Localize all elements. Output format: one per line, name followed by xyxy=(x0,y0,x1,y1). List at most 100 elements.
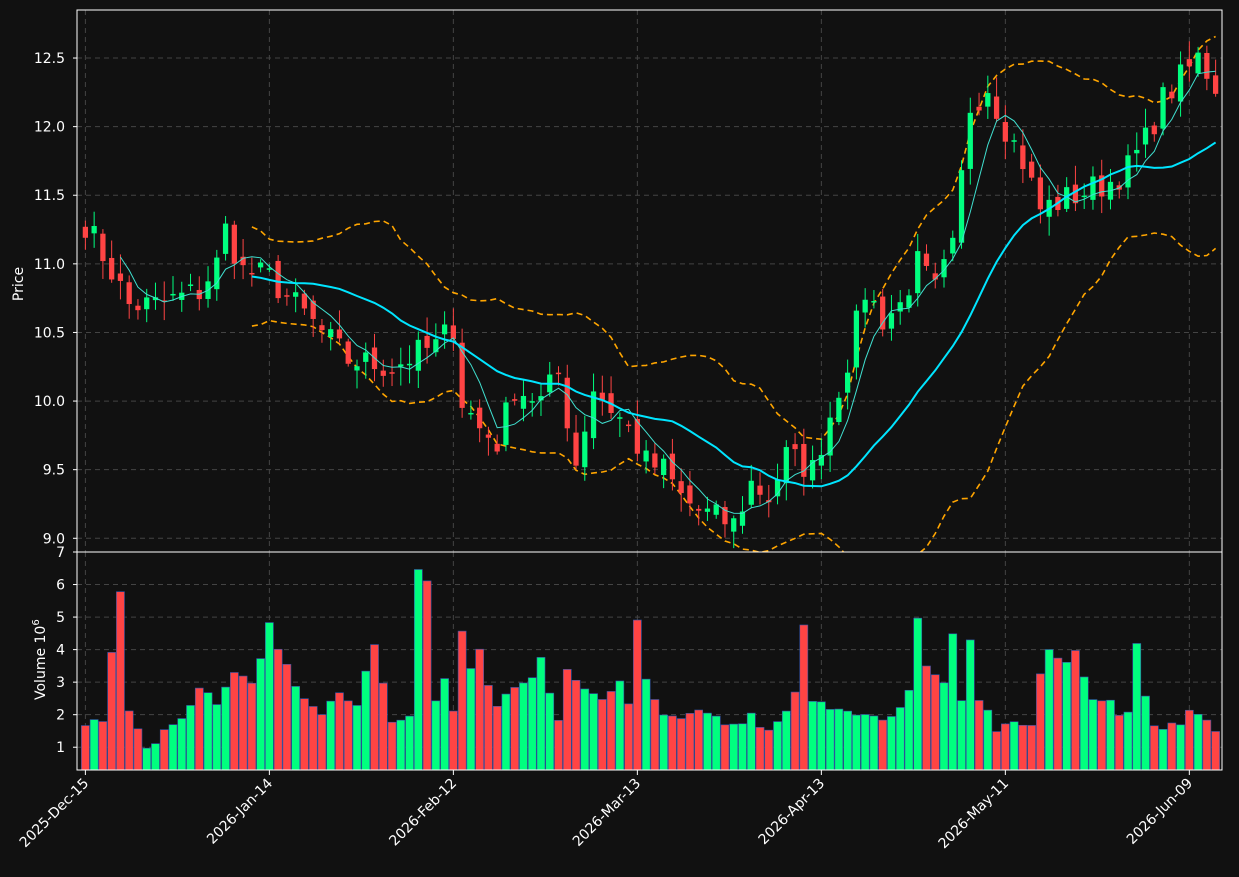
volume-bar xyxy=(1053,657,1063,771)
volume-bar xyxy=(1185,709,1194,771)
candle-body xyxy=(161,300,167,302)
volume-bar xyxy=(536,657,546,771)
volume-bar xyxy=(466,668,476,771)
volume-bar xyxy=(1193,714,1203,771)
candle-body xyxy=(214,257,220,290)
candle-body xyxy=(678,481,684,494)
volume-bar xyxy=(116,591,125,771)
volume-bar xyxy=(834,708,844,771)
candle-body xyxy=(617,417,623,419)
candle-body xyxy=(827,417,833,456)
volume-bar xyxy=(615,680,625,771)
volume-bar xyxy=(168,724,178,771)
volume-bar xyxy=(1036,673,1045,771)
volume-bar xyxy=(405,715,414,771)
ma-slow-line xyxy=(251,141,1217,488)
volume-axis-exponent: 6 xyxy=(31,619,42,625)
candle-body xyxy=(1028,161,1035,178)
volume-bar xyxy=(948,633,958,771)
candle-body xyxy=(1169,91,1175,99)
price-tick-label: 10.0 xyxy=(34,394,65,410)
volume-bar xyxy=(580,688,590,771)
candle-body xyxy=(477,407,483,429)
volume-bar xyxy=(597,699,607,771)
volume-bar xyxy=(203,692,213,771)
volume-bar xyxy=(510,687,520,771)
candle-body xyxy=(1072,184,1079,204)
volume-bar xyxy=(194,687,204,771)
volume-bar xyxy=(650,699,660,771)
price-axis-label: Price xyxy=(11,267,27,301)
candle-body xyxy=(310,300,316,319)
volume-bar xyxy=(89,719,99,771)
candle-body xyxy=(354,366,360,371)
candle-body xyxy=(1090,176,1096,200)
candle-body xyxy=(398,364,404,367)
candle-body xyxy=(774,479,781,497)
volume-bar xyxy=(1211,731,1220,771)
candle-body xyxy=(967,112,973,169)
candle-body xyxy=(468,412,474,415)
volume-bar xyxy=(589,693,598,771)
volume-bar xyxy=(457,630,467,771)
price-tick-label: 11.0 xyxy=(34,257,65,273)
candle-body xyxy=(625,424,632,427)
candle-body xyxy=(880,296,886,330)
candle-body xyxy=(1125,155,1131,188)
candle-body xyxy=(801,443,807,477)
volume-bar xyxy=(939,682,949,771)
volume-bar xyxy=(124,710,134,771)
volume-bar xyxy=(1044,649,1054,771)
candle-body xyxy=(915,251,921,294)
volume-bar xyxy=(151,743,160,771)
candle-body xyxy=(564,377,570,429)
volume-bar xyxy=(694,709,704,771)
candle-body xyxy=(266,268,273,270)
candle-body xyxy=(1037,177,1044,210)
candle-body xyxy=(135,305,141,311)
volume-bar xyxy=(1071,650,1080,771)
candle-body xyxy=(1011,140,1017,142)
candle-body xyxy=(126,282,132,305)
candle-body xyxy=(923,253,930,266)
volume-bar xyxy=(291,686,300,771)
candle-body xyxy=(82,226,89,238)
candle-body xyxy=(634,418,640,454)
candle-body xyxy=(599,392,605,400)
candle-body xyxy=(336,329,343,339)
candle-body xyxy=(345,341,351,364)
volume-bar xyxy=(422,580,432,771)
volume-axis-label-text: Volume 10 xyxy=(33,626,49,700)
volume-bar xyxy=(913,617,923,771)
volume-bar xyxy=(527,677,537,771)
volume-bar xyxy=(133,728,143,771)
volume-bar xyxy=(720,724,730,771)
volume-bar xyxy=(922,665,931,771)
volume-bar xyxy=(764,729,774,771)
volume-bar xyxy=(685,713,695,771)
price-tick-label: 11.5 xyxy=(34,188,65,204)
bollinger-bands xyxy=(251,35,1217,552)
candle-body xyxy=(494,443,500,452)
volume-bars xyxy=(81,569,1220,771)
candle-body xyxy=(1142,127,1149,145)
volume-bar xyxy=(746,712,756,771)
volume-bar xyxy=(317,714,327,771)
candle-body xyxy=(985,93,991,107)
volume-bar xyxy=(186,705,195,771)
candle-body xyxy=(152,297,159,301)
candle-body xyxy=(170,293,176,296)
volume-bar xyxy=(606,691,616,771)
volume-bar xyxy=(387,721,397,771)
candle-body xyxy=(249,272,255,275)
candle-body xyxy=(459,342,465,408)
volume-bar xyxy=(352,705,362,771)
candle-body xyxy=(739,511,746,526)
volume-bar xyxy=(711,715,721,771)
volume-bar xyxy=(361,670,371,771)
candle-body xyxy=(1151,125,1157,135)
volume-bar xyxy=(554,720,563,771)
candle-body xyxy=(187,284,194,286)
volume-bar xyxy=(878,719,888,771)
